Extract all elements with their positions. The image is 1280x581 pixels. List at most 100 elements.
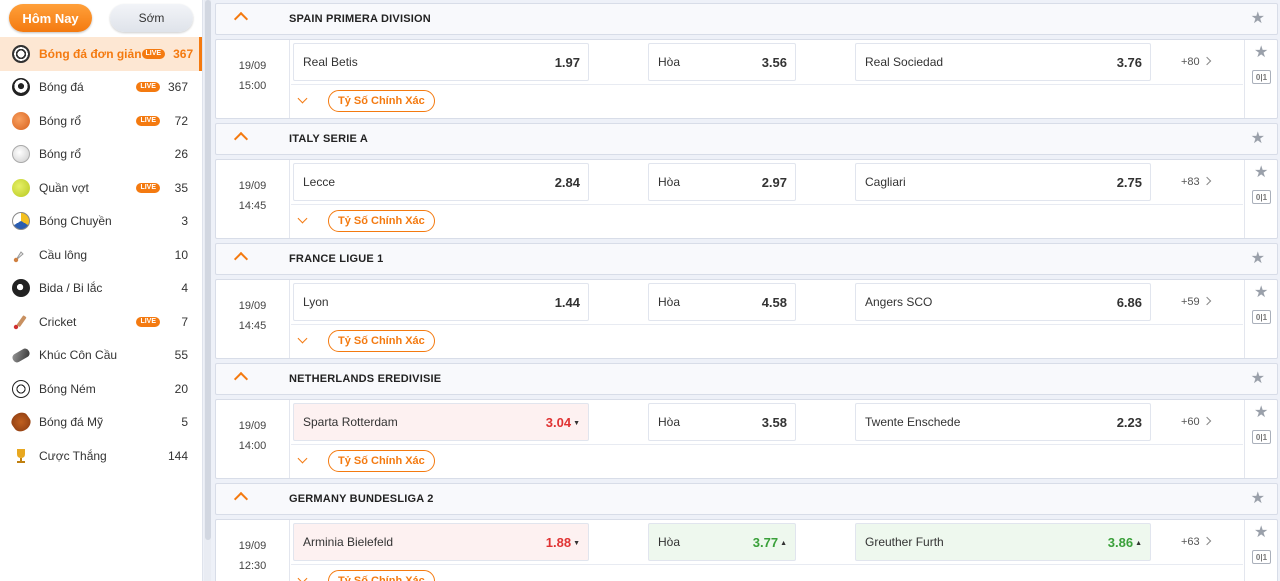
scoreboard-icon[interactable]: 0|1	[1252, 190, 1271, 204]
away-odds-button[interactable]: Cagliari 2.75	[855, 163, 1151, 201]
star-icon[interactable]: ★	[1250, 250, 1265, 267]
cricket-bat-icon	[12, 313, 30, 331]
away-odds-button[interactable]: Greuther Furth 3.86 ▲	[855, 523, 1151, 561]
star-icon[interactable]: ★	[1250, 490, 1265, 507]
chevron-down-icon[interactable]	[297, 453, 308, 464]
home-team: Lyon	[303, 295, 329, 309]
league-header[interactable]: ITALY SERIE A ★	[215, 123, 1278, 155]
hockey-puck-icon	[10, 346, 32, 364]
draw-odd: 4.58	[761, 294, 787, 310]
sidebar-item-label: Bóng đá	[39, 80, 84, 95]
more-markets-count: +80	[1181, 56, 1200, 68]
sidebar-item-sport[interactable]: Bóng rổ 26	[0, 138, 202, 172]
sidebar-item-count: 72	[174, 113, 188, 128]
exact-score-button[interactable]: Tỷ Số Chính Xác	[328, 450, 435, 472]
sidebar-item-sport[interactable]: Bóng Ném 20	[0, 372, 202, 406]
chevron-down-icon[interactable]	[297, 333, 308, 344]
draw-odds-button[interactable]: Hòa 4.58	[648, 283, 796, 321]
sidebar-item-label: Bóng rổ	[39, 113, 82, 128]
chevron-down-icon[interactable]	[297, 573, 308, 581]
sports-sidebar: Hôm Nay Sớm Bóng đá đơn giản LIVE 367 Bóng …	[0, 0, 203, 581]
league-header[interactable]: SPAIN PRIMERA DIVISION ★	[215, 3, 1278, 35]
sidebar-item-sport[interactable]: Bóng đá LIVE 367	[0, 71, 202, 105]
away-team: Twente Enschede	[865, 415, 961, 429]
more-markets-link[interactable]: +60	[1181, 416, 1211, 428]
away-odds-button[interactable]: Angers SCO 6.86	[855, 283, 1151, 321]
sidebar-item-sport[interactable]: Bida / Bi lắc 4	[0, 272, 202, 306]
away-team: Real Sociedad	[865, 55, 944, 69]
league-header[interactable]: GERMANY BUNDESLIGA 2 ★	[215, 483, 1278, 515]
exact-score-button[interactable]: Tỷ Số Chính Xác	[328, 90, 435, 112]
exact-score-button[interactable]: Tỷ Số Chính Xác	[328, 570, 435, 581]
sidebar-item-sport[interactable]: Bóng đá Mỹ 5	[0, 406, 202, 440]
chevron-up-icon[interactable]	[233, 131, 249, 147]
odds-up-arrow-icon: ▲	[1135, 539, 1142, 547]
home-odds-button[interactable]: Lyon 1.44	[293, 283, 589, 321]
home-team: Lecce	[303, 175, 336, 189]
star-icon[interactable]: ★	[1250, 10, 1265, 27]
sidebar-item-sport[interactable]: Bóng rổ LIVE 72	[0, 104, 202, 138]
sidebar-item-sport[interactable]: Khúc Côn Cầu 55	[0, 339, 202, 373]
more-markets-link[interactable]: +83	[1181, 176, 1211, 188]
away-team: Cagliari	[865, 175, 906, 189]
star-icon[interactable]: ★	[1254, 284, 1269, 301]
home-odds-button[interactable]: Lecce 2.84	[293, 163, 589, 201]
star-icon[interactable]: ★	[1254, 44, 1269, 61]
star-icon[interactable]: ★	[1254, 164, 1269, 181]
sidebar-item-count: 55	[174, 348, 188, 363]
sidebar-item-sport[interactable]: Bóng Chuyền 3	[0, 205, 202, 239]
league-header[interactable]: NETHERLANDS EREDIVISIE ★	[215, 363, 1278, 395]
scoreboard-icon[interactable]: 0|1	[1252, 310, 1271, 324]
home-odds-button[interactable]: Arminia Bielefeld 1.88 ▼	[293, 523, 589, 561]
more-markets-count: +83	[1181, 176, 1200, 188]
away-odds-button[interactable]: Real Sociedad 3.76	[855, 43, 1151, 81]
chevron-down-icon[interactable]	[297, 93, 308, 104]
draw-label: Hòa	[658, 535, 681, 549]
match-row: 19/09 15:00 Real Betis 1.97 Hòa 3.56 Real Soci…	[215, 39, 1278, 119]
draw-odds-button[interactable]: Hòa 3.77 ▲	[648, 523, 796, 561]
draw-odds-button[interactable]: Hòa 2.97	[648, 163, 796, 201]
chevron-up-icon[interactable]	[233, 251, 249, 267]
chevron-right-icon	[1202, 416, 1211, 426]
sidebar-item-sport[interactable]: Quần vợt LIVE 35	[0, 171, 202, 205]
live-badge: LIVE	[136, 115, 160, 126]
league-section: NETHERLANDS EREDIVISIE ★ 19/09 14:00 Sparta …	[215, 363, 1278, 479]
sidebar-item-sport[interactable]: Cầu lông 10	[0, 238, 202, 272]
sidebar-scrollbar-thumb[interactable]	[205, 0, 211, 540]
match-actions: ★ 0|1	[1244, 40, 1277, 118]
more-markets-link[interactable]: +63	[1181, 536, 1211, 548]
away-odds-button[interactable]: Twente Enschede 2.23	[855, 403, 1151, 441]
chevron-down-icon[interactable]	[297, 213, 308, 224]
star-icon[interactable]: ★	[1250, 130, 1265, 147]
home-odds-button[interactable]: Real Betis 1.97	[293, 43, 589, 81]
match-actions: ★ 0|1	[1244, 160, 1277, 238]
chevron-up-icon[interactable]	[233, 491, 249, 507]
sidebar-item-sport[interactable]: Cricket LIVE 7	[0, 305, 202, 339]
more-markets-link[interactable]: +59	[1181, 296, 1211, 308]
exact-score-button[interactable]: Tỷ Số Chính Xác	[328, 210, 435, 232]
star-icon[interactable]: ★	[1254, 404, 1269, 421]
sidebar-item-sport[interactable]: Bóng đá đơn giản LIVE 367	[0, 37, 202, 71]
draw-odds-button[interactable]: Hòa 3.58	[648, 403, 796, 441]
draw-odds-button[interactable]: Hòa 3.56	[648, 43, 796, 81]
exact-score-button[interactable]: Tỷ Số Chính Xác	[328, 330, 435, 352]
shuttlecock-icon	[12, 246, 30, 264]
scoreboard-icon[interactable]: 0|1	[1252, 550, 1271, 564]
more-markets-link[interactable]: +80	[1181, 56, 1211, 68]
chevron-up-icon[interactable]	[233, 11, 249, 27]
sidebar-item-count: 367	[167, 80, 188, 95]
scoreboard-icon[interactable]: 0|1	[1252, 70, 1271, 84]
trophy-icon	[12, 447, 30, 465]
tab-today[interactable]: Hôm Nay	[9, 4, 92, 32]
sidebar-item-sport[interactable]: Cược Thắng 144	[0, 439, 202, 473]
star-icon[interactable]: ★	[1254, 524, 1269, 541]
sidebar-item-label: Bóng đá Mỹ	[39, 415, 104, 430]
draw-label: Hòa	[658, 295, 681, 309]
star-icon[interactable]: ★	[1250, 370, 1265, 387]
tab-early[interactable]: Sớm	[110, 4, 193, 32]
home-odds-button[interactable]: Sparta Rotterdam 3.04 ▼	[293, 403, 589, 441]
league-section: GERMANY BUNDESLIGA 2 ★ 19/09 12:30 Arminia B…	[215, 483, 1278, 581]
scoreboard-icon[interactable]: 0|1	[1252, 430, 1271, 444]
chevron-up-icon[interactable]	[233, 371, 249, 387]
league-header[interactable]: FRANCE LIGUE 1 ★	[215, 243, 1278, 275]
